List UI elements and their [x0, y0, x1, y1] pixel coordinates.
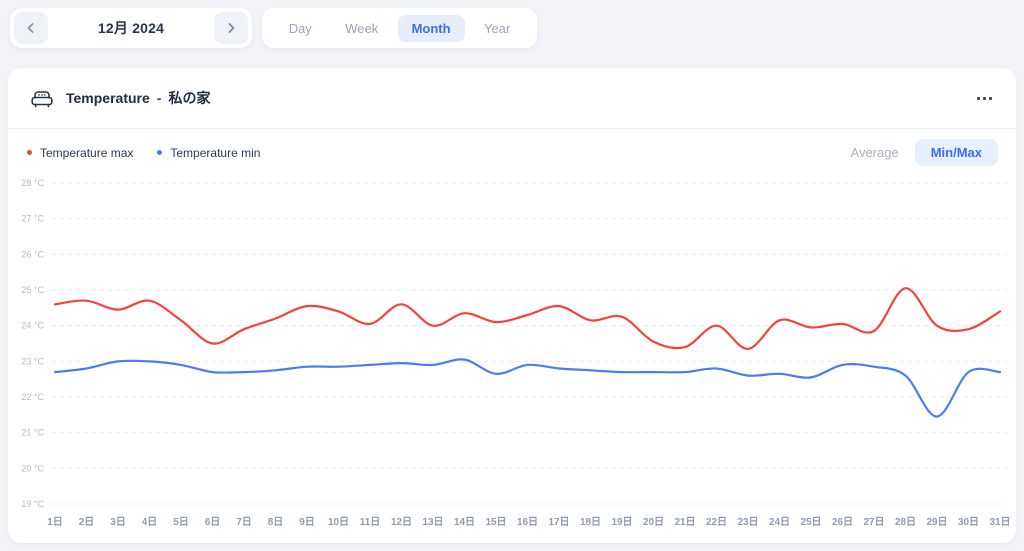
- tab-week[interactable]: Week: [331, 15, 392, 42]
- series-line-min: [53, 358, 1002, 418]
- legend-label-max: Temperature max: [40, 145, 134, 160]
- x-tick-label: 15日: [485, 516, 506, 528]
- header-divider: [8, 128, 1016, 129]
- x-tick-label: 17日: [548, 516, 569, 528]
- x-tick-label: 18日: [580, 516, 601, 528]
- tab-year[interactable]: Year: [470, 15, 524, 42]
- legend-item-temperature-max[interactable]: Temperature max: [27, 146, 133, 160]
- x-tick-label: 10日: [328, 516, 349, 528]
- legend-item-temperature-min[interactable]: Temperature min: [157, 146, 260, 160]
- x-tick-label: 26日: [832, 516, 853, 528]
- tab-month[interactable]: Month: [397, 14, 465, 42]
- chevron-right-icon: [224, 21, 238, 35]
- current-period-label: 12月 2024: [97, 20, 165, 36]
- legend-row: Temperature max Temperature min Average …: [8, 129, 1016, 176]
- x-tick-label: 14日: [454, 516, 475, 528]
- x-tick-label: 29日: [926, 516, 947, 528]
- y-tick-label: 26 °C: [21, 249, 44, 259]
- x-tick-label: 7日: [236, 516, 252, 528]
- x-tick-label: 2日: [79, 516, 95, 528]
- x-tick-label: 24日: [769, 516, 790, 528]
- x-tick-label: 16日: [517, 516, 538, 528]
- mode-toggle-group: Average Min/Max: [835, 139, 998, 166]
- x-tick-label: 13日: [422, 516, 443, 528]
- x-tick-label: 22日: [706, 516, 727, 528]
- series-line-max: [53, 287, 1002, 350]
- x-tick-label: 8日: [268, 516, 284, 528]
- tab-day[interactable]: Day: [275, 15, 326, 42]
- next-month-button[interactable]: [214, 12, 248, 44]
- x-tick-label: 20日: [643, 516, 664, 528]
- x-tick-label: 4日: [142, 516, 158, 528]
- chart-canvas: 28 °C 27 °C 26 °C 25 °C 24 °C 23 °C 22 °C 21 °C…: [21, 178, 1010, 528]
- date-navigation: 12月 2024: [10, 8, 252, 48]
- couch-icon: [30, 89, 54, 108]
- title-separator: -: [156, 90, 162, 106]
- card-menu-button[interactable]: [975, 91, 994, 106]
- x-tick-label: 5日: [173, 516, 189, 528]
- card-title: Temperature: [66, 90, 150, 106]
- x-tick-label: 11日: [360, 516, 381, 528]
- y-tick-label: 20 °C: [21, 463, 44, 473]
- y-tick-label: 28 °C: [21, 178, 44, 188]
- x-tick-label: 19日: [611, 516, 632, 528]
- y-tick-label: 24 °C: [21, 321, 44, 331]
- y-tick-label: 27 °C: [21, 214, 44, 224]
- legend-dot-max: [27, 150, 32, 155]
- location-name: 私の家: [168, 90, 211, 106]
- y-tick-label: 23 °C: [21, 356, 44, 366]
- x-tick-label: 6日: [205, 516, 221, 528]
- period-tabs: Day Week Month Year: [262, 8, 537, 48]
- prev-month-button[interactable]: [14, 12, 48, 44]
- x-tick-label: 12日: [391, 516, 412, 528]
- chevron-left-icon: [24, 21, 38, 35]
- y-tick-label: 22 °C: [21, 392, 44, 402]
- y-tick-label: 21 °C: [21, 428, 44, 438]
- x-tick-label: 9日: [299, 516, 315, 528]
- legend-dot-min: [157, 150, 163, 155]
- card-header: Temperature - 私の家: [8, 68, 1016, 128]
- x-tick-label: 23日: [737, 516, 758, 528]
- x-tick-label: 27日: [863, 516, 884, 528]
- x-tick-label: 3日: [110, 516, 126, 528]
- x-tick-label: 28日: [895, 516, 916, 528]
- minmax-button[interactable]: Min/Max: [914, 139, 998, 166]
- x-tick-label: 21日: [674, 516, 695, 528]
- legend-label-min: Temperature min: [170, 145, 261, 160]
- x-tick-label: 30日: [958, 516, 979, 528]
- y-tick-label: 19 °C: [21, 499, 44, 509]
- temperature-chart[interactable]: 28 °C 27 °C 26 °C 25 °C 24 °C 23 °C 22 °C 21 °C…: [8, 175, 1016, 543]
- x-tick-label: 31日: [989, 516, 1010, 528]
- y-tick-label: 25 °C: [21, 285, 44, 295]
- x-tick-label: 1日: [47, 516, 63, 528]
- ellipsis-icon: [977, 96, 992, 100]
- x-tick-label: 25日: [800, 516, 821, 528]
- temperature-card: Temperature - 私の家 Temperature max Temper…: [8, 68, 1016, 543]
- average-button[interactable]: Average: [835, 139, 915, 166]
